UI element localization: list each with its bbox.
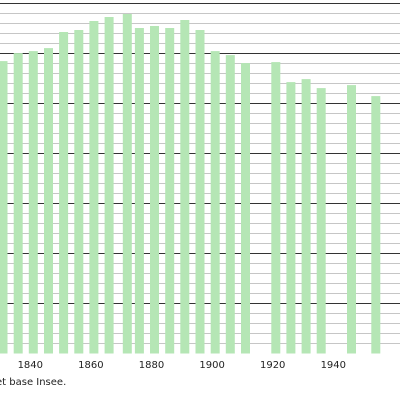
x-tick-label: 1860 — [78, 360, 103, 371]
bar-1954 — [371, 96, 381, 354]
bar-1866 — [104, 17, 114, 354]
x-tick-label: 1900 — [199, 360, 224, 371]
x-tick-labels: 1840 1860 1880 1900 1920 1940 — [18, 360, 346, 371]
bar-1841 — [28, 51, 38, 354]
bar-1936 — [316, 88, 326, 354]
bar-1926 — [286, 82, 296, 354]
bar-1881 — [150, 26, 159, 354]
x-tick-label: 1880 — [139, 360, 164, 371]
bar-1846 — [44, 48, 53, 354]
bar-1831 — [0, 61, 8, 354]
bar-1851 — [59, 32, 69, 354]
bar-1856 — [74, 30, 84, 354]
bars — [0, 14, 381, 354]
bar-1861 — [89, 21, 99, 354]
source-note: et base Insee. — [0, 377, 67, 388]
bar-1931 — [301, 79, 311, 354]
bar-1896 — [195, 30, 205, 354]
bar-1891 — [180, 20, 190, 354]
bar-1876 — [134, 28, 144, 354]
bar-1836 — [13, 53, 23, 354]
bar-1901 — [210, 51, 220, 354]
x-tick-label: 1840 — [18, 360, 43, 371]
bar-1872 — [122, 14, 132, 354]
bar-1921 — [271, 62, 281, 354]
bar-1906 — [225, 55, 235, 354]
bar-1886 — [165, 28, 175, 354]
x-tick-label: 1940 — [321, 360, 346, 371]
bar-1946 — [347, 85, 356, 354]
bar-1911 — [241, 63, 250, 354]
x-tick-label: 1920 — [260, 360, 285, 371]
